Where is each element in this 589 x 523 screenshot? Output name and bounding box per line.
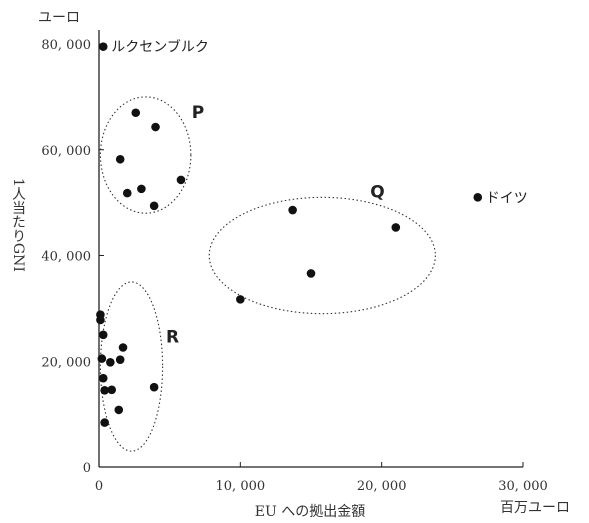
y-tick-label: 80, 000 — [41, 38, 91, 53]
data-point — [115, 154, 125, 164]
data-point — [137, 184, 146, 194]
data-point — [176, 175, 186, 185]
group-label-q: Q — [370, 182, 384, 202]
data-point — [97, 354, 107, 363]
group-ellipses: P Q R — [99, 96, 436, 452]
y-tick-label: 40, 000 — [41, 250, 91, 265]
data-point — [131, 108, 141, 118]
group-ellipse-q — [208, 196, 436, 315]
x-tick-label: 30, 000 — [498, 479, 548, 494]
group-ellipse-p — [99, 96, 192, 214]
y-tick-label: 20, 000 — [41, 355, 91, 370]
group-ellipse-r — [99, 281, 164, 452]
point-label: ドイツ — [486, 190, 528, 206]
data-point — [115, 355, 125, 364]
data-point — [149, 201, 159, 211]
data-point — [100, 386, 109, 395]
y-unit-label: ユーロ — [38, 10, 80, 26]
data-point — [151, 122, 160, 132]
point-label: ルクセンブルク — [111, 39, 209, 56]
axes — [98, 30, 523, 468]
data-point — [100, 418, 109, 427]
x-tick-label: 10, 000 — [216, 479, 266, 494]
data-point — [114, 405, 124, 415]
y-tick-label: 0 — [83, 461, 91, 476]
data-point — [98, 373, 108, 383]
data-point — [391, 223, 401, 232]
data-point — [118, 343, 128, 352]
data-point — [106, 358, 115, 367]
data-point — [306, 269, 316, 278]
x-tick-label: 20, 000 — [357, 479, 407, 494]
tick-labels: 0 20, 000 40, 000 60, 000 80, 000 0 10, 000 20,… — [41, 38, 547, 494]
x-axis-title: EU への拠出金額 — [255, 504, 365, 520]
data-point — [288, 205, 297, 215]
data-point — [96, 315, 105, 325]
x-tick-label: 0 — [95, 479, 103, 494]
group-label-p: P — [192, 103, 204, 123]
data-point — [149, 382, 159, 392]
data-point — [107, 385, 117, 395]
data-point — [236, 295, 245, 304]
data-point — [98, 330, 108, 340]
y-axis-title: 1人当たりGNI — [10, 178, 26, 272]
data-point — [98, 42, 108, 51]
data-points — [96, 42, 483, 427]
y-tick-label: 60, 000 — [41, 144, 91, 159]
data-point — [122, 188, 132, 198]
data-point — [473, 193, 483, 202]
x-unit-label: 百万ユーロ — [500, 500, 570, 516]
group-label-r: R — [166, 328, 179, 348]
